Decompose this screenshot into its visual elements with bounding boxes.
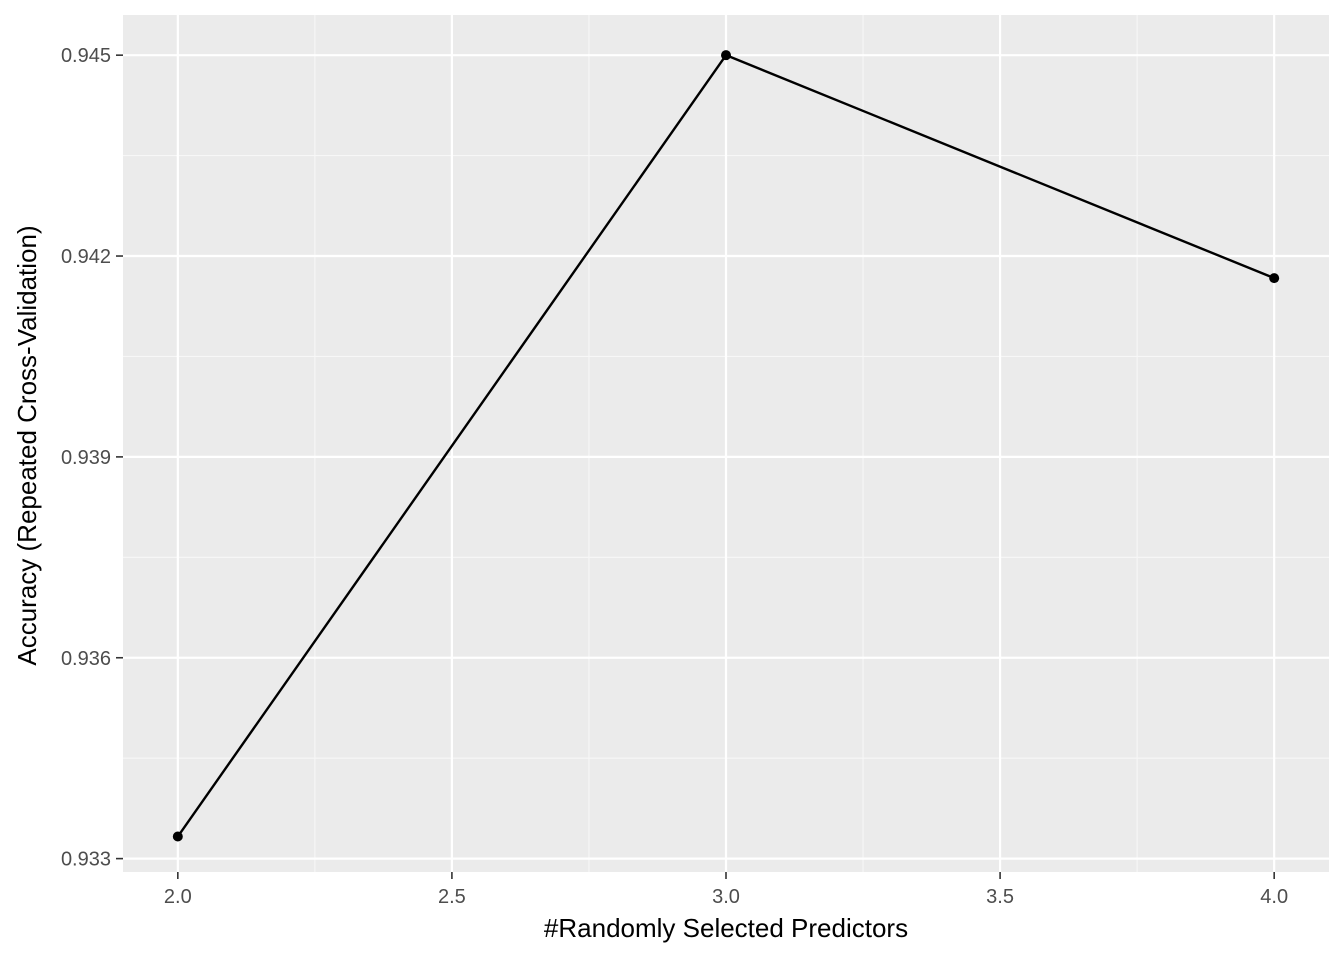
x-tick-label: 2.5 <box>438 886 466 908</box>
series-layer <box>172 50 1280 842</box>
y-axis-title: Accuracy (Repeated Cross-Validation) <box>12 225 42 665</box>
y-axis: 0.933 0.936 0.939 0.942 0.945 <box>61 45 123 871</box>
data-point <box>1269 273 1280 284</box>
x-tick-label: 3.0 <box>712 886 740 908</box>
major-gridlines <box>123 15 1329 872</box>
y-tick-label: 0.942 <box>61 246 111 268</box>
x-axis: 2.0 2.5 3.0 3.5 4.0 <box>164 872 1288 908</box>
y-tick-label: 0.936 <box>61 648 111 670</box>
y-tick-label: 0.939 <box>61 447 111 469</box>
y-tick-label: 0.933 <box>61 849 111 871</box>
x-tick-label: 2.0 <box>164 886 192 908</box>
x-tick-label: 4.0 <box>1260 886 1288 908</box>
x-tick-label: 3.5 <box>986 886 1014 908</box>
x-axis-title: #Randomly Selected Predictors <box>544 913 908 943</box>
data-point <box>172 831 183 842</box>
y-tick-label: 0.945 <box>61 45 111 67</box>
data-point <box>721 50 731 61</box>
